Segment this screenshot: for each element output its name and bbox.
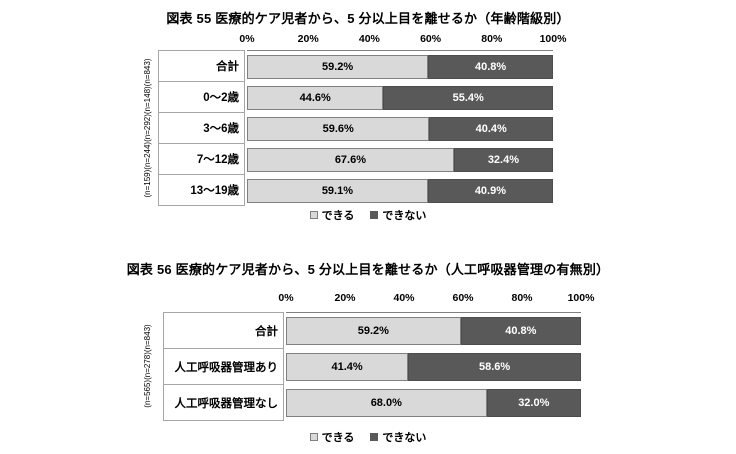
bar-row: 59.6% 40.4% — [247, 113, 553, 144]
x-tick-label: 60% — [452, 292, 474, 304]
value-label: 40.8% — [474, 60, 507, 73]
category-label: 3〜6歳 — [158, 112, 245, 144]
bar-row: 68.0% 32.0% — [286, 385, 581, 421]
legend-label: できない — [382, 210, 427, 222]
bar-segment-can: 41.4% — [286, 353, 409, 381]
bar-segment-cannot: 55.4% — [383, 85, 553, 110]
legend-item: できる — [309, 207, 355, 223]
category-label: 7〜12歳 — [158, 143, 245, 175]
value-label: 40.8% — [505, 325, 537, 337]
value-label: 32.0% — [518, 397, 550, 409]
legend-item: できる — [309, 429, 355, 445]
x-tick-label: 20% — [334, 292, 356, 304]
value-label: 40.9% — [474, 184, 507, 197]
category-label: 人工呼吸器管理なし — [163, 384, 284, 421]
x-tick-label: 20% — [297, 33, 319, 45]
value-label: 58.6% — [478, 361, 511, 373]
bar-segment-cannot: 40.8% — [460, 317, 581, 345]
bar-segment-cannot: 40.9% — [427, 178, 553, 203]
x-axis-ticks: 0% 20% 40% 60% 80% 100% — [278, 292, 594, 305]
legend-swatch-icon — [370, 433, 379, 441]
bar-segment-cannot: 32.4% — [453, 147, 553, 172]
category-label: 合計 — [158, 50, 245, 82]
x-tick-label: 40% — [358, 33, 380, 45]
value-label: 41.4% — [331, 361, 363, 373]
category-labels: 合計 人工呼吸器管理あり 人工呼吸器管理なし — [163, 312, 284, 421]
x-tick-label: 80% — [481, 33, 503, 45]
category-label: 13〜19歳 — [158, 174, 245, 206]
x-tick-label: 40% — [393, 292, 415, 304]
bar-segment-can: 59.6% — [247, 116, 430, 141]
legend-label: できる — [321, 210, 355, 222]
value-label: 32.4% — [487, 153, 520, 166]
value-label: 68.0% — [370, 397, 402, 409]
x-tick-label: 100% — [567, 292, 595, 304]
bar-segment-can: 67.6% — [247, 147, 454, 172]
bars: 59.2% 40.8% 44.6% 55.4% 59.6% 40.4% 67.6% 32.4%… — [247, 50, 553, 205]
legend: できる できない — [0, 207, 736, 223]
x-tick-label: 0% — [239, 33, 255, 45]
bar-row: 59.2% 40.8% — [286, 313, 581, 349]
bar-row: 41.4% 58.6% — [286, 349, 581, 385]
x-axis-ticks: 0% 20% 40% 60% 80% 100% — [239, 33, 566, 46]
x-tick-label: 0% — [278, 292, 294, 304]
bar-row: 44.6% 55.4% — [247, 82, 553, 113]
bar-row: 67.6% 32.4% — [247, 144, 553, 175]
value-label: 40.4% — [475, 122, 507, 135]
category-labels: 合計 0〜2歳 3〜6歳 7〜12歳 13〜19歳 — [158, 50, 245, 206]
legend-swatch-icon — [309, 433, 318, 441]
legend-item: できない — [370, 429, 426, 445]
n-labels: (n=159)(n=244)(n=292)(n=148)(n=843) — [142, 58, 152, 198]
bar-segment-can: 44.6% — [247, 85, 384, 110]
bar-segment-can: 68.0% — [286, 389, 487, 417]
bars: 59.2% 40.8% 41.4% 58.6% 68.0% 32.0% — [286, 312, 581, 420]
legend-label: できる — [321, 432, 355, 444]
legend-label: できない — [382, 432, 427, 444]
legend-item: できない — [370, 207, 426, 223]
value-label: 55.4% — [452, 91, 484, 104]
legend: できる できない — [0, 429, 736, 445]
legend-swatch-icon — [309, 211, 318, 219]
bar-segment-cannot: 40.8% — [428, 54, 553, 79]
bar-segment-cannot: 58.6% — [408, 353, 581, 381]
category-label: 人工呼吸器管理あり — [163, 348, 284, 385]
bar-row: 59.1% 40.9% — [247, 175, 553, 206]
chart-title: 図表 55 医療的ケア児者から、5 分以上目を離せるか（年齢階級別） — [166, 11, 570, 26]
category-label: 0〜2歳 — [158, 81, 245, 113]
bar-segment-can: 59.2% — [286, 317, 461, 345]
bar-row: 59.2% 40.8% — [247, 51, 553, 82]
n-labels: (n=565)(n=278)(n=843) — [142, 324, 152, 408]
bar-segment-can: 59.1% — [247, 178, 428, 203]
x-tick-label: 100% — [539, 33, 567, 45]
bar-segment-cannot: 40.4% — [429, 116, 553, 141]
value-label: 59.2% — [357, 325, 389, 337]
value-label: 44.6% — [299, 91, 331, 104]
chart-title: 図表 56 医療的ケア児者から、5 分以上目を離せるか（人工呼吸器管理の有無別） — [126, 262, 610, 277]
value-label: 67.6% — [334, 153, 367, 166]
legend-swatch-icon — [370, 211, 379, 219]
value-label: 59.6% — [322, 122, 354, 135]
value-label: 59.2% — [321, 60, 354, 73]
x-tick-label: 80% — [511, 292, 533, 304]
x-tick-label: 60% — [420, 33, 442, 45]
bar-segment-cannot: 32.0% — [486, 389, 581, 417]
category-label: 合計 — [163, 312, 284, 349]
value-label: 59.1% — [321, 184, 354, 197]
bar-segment-can: 59.2% — [247, 54, 429, 79]
